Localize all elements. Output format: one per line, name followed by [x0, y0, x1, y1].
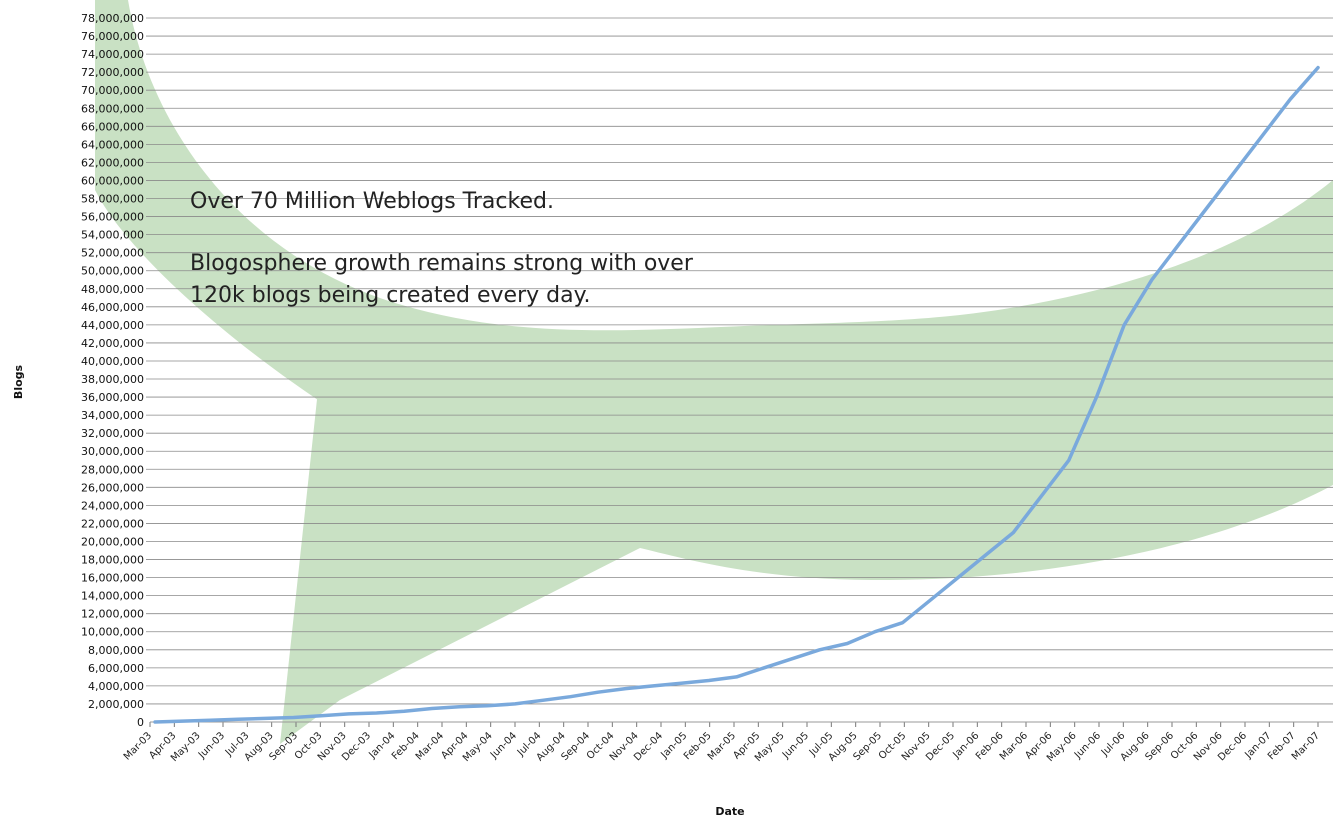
y-tick-label: 2,000,000: [88, 698, 144, 711]
y-tick-label: 50,000,000: [81, 265, 144, 278]
y-tick-label: 24,000,000: [81, 499, 144, 512]
watermark-tail: [280, 390, 640, 744]
y-tick-label: 44,000,000: [81, 319, 144, 332]
y-tick-label: 36,000,000: [81, 391, 144, 404]
technorati-watermark-logo: [95, 0, 1333, 744]
series-layer: [153, 65, 1320, 724]
y-tick-label: 20,000,000: [81, 535, 144, 548]
x-tick-label: Mar-03: [122, 730, 154, 762]
y-tick-label: 64,000,000: [81, 138, 144, 151]
y-tick-label: 66,000,000: [81, 120, 144, 133]
y-tick-label: 28,000,000: [81, 463, 144, 476]
y-tick-label: 46,000,000: [81, 301, 144, 314]
y-tick-label: 48,000,000: [81, 283, 144, 296]
y-tick-label: 58,000,000: [81, 193, 144, 206]
annotation-line: 120k blogs being created every day.: [190, 283, 590, 308]
x-tick-label: Jun-05: [780, 730, 811, 761]
y-tick-label: 62,000,000: [81, 156, 144, 169]
y-tick-label: 18,000,000: [81, 554, 144, 567]
y-tick-label: 52,000,000: [81, 247, 144, 260]
x-axis-label: Date: [715, 805, 744, 818]
y-axis-label: Blogs: [12, 364, 25, 399]
y-tick-label: 60,000,000: [81, 174, 144, 187]
y-tick-label: 74,000,000: [81, 48, 144, 61]
x-axis-ticks: Mar-03Apr-03May-03Jun-03Jul-03Aug-03Sep-…: [122, 722, 1322, 764]
gridlines: [146, 17, 1333, 705]
y-tick-label: 0: [137, 716, 144, 729]
annotation-line: Over 70 Million Weblogs Tracked.: [190, 189, 554, 214]
y-tick-label: 4,000,000: [88, 680, 144, 693]
y-tick-label: 68,000,000: [81, 102, 144, 115]
y-tick-label: 30,000,000: [81, 445, 144, 458]
annotation-line: Blogosphere growth remains strong with o…: [190, 251, 694, 276]
y-tick-label: 10,000,000: [81, 626, 144, 639]
y-tick-label: 76,000,000: [81, 30, 144, 43]
y-tick-label: 54,000,000: [81, 229, 144, 242]
y-tick-label: 78,000,000: [81, 12, 144, 25]
y-axis-ticks: 0 2,000,000 4,000,000 6,000,000 8,000,000 10,…: [81, 12, 144, 729]
y-tick-label: 40,000,000: [81, 355, 144, 368]
y-tick-label: 72,000,000: [81, 66, 144, 79]
x-tick-label: Jun-03: [196, 730, 227, 761]
series-line: [153, 65, 1320, 724]
y-tick-label: 38,000,000: [81, 373, 144, 386]
annotation-text: Over 70 Million Weblogs Tracked. Blogosph…: [190, 189, 694, 308]
y-tick-label: 26,000,000: [81, 481, 144, 494]
y-tick-label: 32,000,000: [81, 427, 144, 440]
y-tick-label: 6,000,000: [88, 662, 144, 675]
y-tick-label: 12,000,000: [81, 608, 144, 621]
y-tick-label: 70,000,000: [81, 84, 144, 97]
y-tick-label: 56,000,000: [81, 211, 144, 224]
y-tick-label: 34,000,000: [81, 409, 144, 422]
y-tick-label: 16,000,000: [81, 572, 144, 585]
y-tick-label: 8,000,000: [88, 644, 144, 657]
y-tick-label: 42,000,000: [81, 337, 144, 350]
y-tick-label: 14,000,000: [81, 590, 144, 603]
y-tick-label: 22,000,000: [81, 517, 144, 530]
x-tick-label: Jun-04: [488, 730, 519, 761]
x-tick-label: Jun-06: [1072, 730, 1103, 761]
